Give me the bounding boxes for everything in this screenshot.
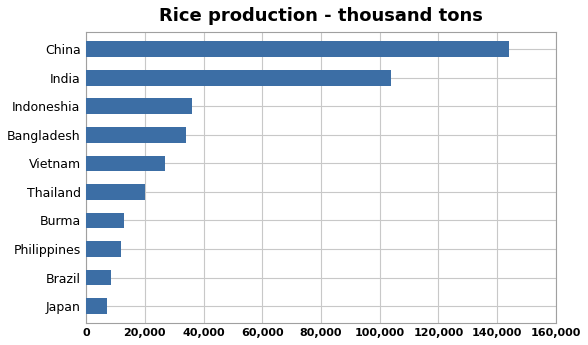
Bar [86,41,509,57]
Title: Rice production - thousand tons: Rice production - thousand tons [159,7,483,25]
Bar [86,270,111,285]
Bar [86,241,121,257]
Bar [86,298,106,314]
Bar [86,98,192,114]
Bar [86,70,392,86]
Bar [86,156,165,171]
Bar [86,213,124,228]
Bar [86,184,145,200]
Bar [86,127,186,143]
